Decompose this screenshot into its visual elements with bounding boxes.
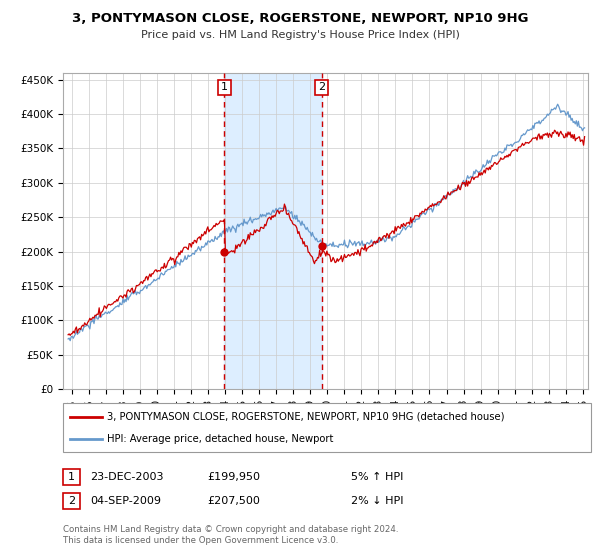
Text: 04-SEP-2009: 04-SEP-2009 bbox=[91, 496, 161, 506]
Text: 5% ↑ HPI: 5% ↑ HPI bbox=[351, 472, 403, 482]
Text: 3, PONTYMASON CLOSE, ROGERSTONE, NEWPORT, NP10 9HG: 3, PONTYMASON CLOSE, ROGERSTONE, NEWPORT… bbox=[72, 12, 528, 25]
Text: 1: 1 bbox=[68, 472, 75, 482]
Text: HPI: Average price, detached house, Newport: HPI: Average price, detached house, Newp… bbox=[107, 433, 333, 444]
Text: 3, PONTYMASON CLOSE, ROGERSTONE, NEWPORT, NP10 9HG (detached house): 3, PONTYMASON CLOSE, ROGERSTONE, NEWPORT… bbox=[107, 412, 504, 422]
Text: £207,500: £207,500 bbox=[207, 496, 260, 506]
Text: 23-DEC-2003: 23-DEC-2003 bbox=[91, 472, 164, 482]
Text: 1: 1 bbox=[221, 82, 228, 92]
Text: Contains HM Land Registry data © Crown copyright and database right 2024.
This d: Contains HM Land Registry data © Crown c… bbox=[63, 525, 398, 545]
Text: 2: 2 bbox=[68, 496, 75, 506]
Text: £199,950: £199,950 bbox=[207, 472, 260, 482]
Bar bbox=[224, 73, 322, 389]
Text: 2: 2 bbox=[318, 82, 325, 92]
Text: Price paid vs. HM Land Registry's House Price Index (HPI): Price paid vs. HM Land Registry's House … bbox=[140, 30, 460, 40]
Text: 2% ↓ HPI: 2% ↓ HPI bbox=[351, 496, 404, 506]
